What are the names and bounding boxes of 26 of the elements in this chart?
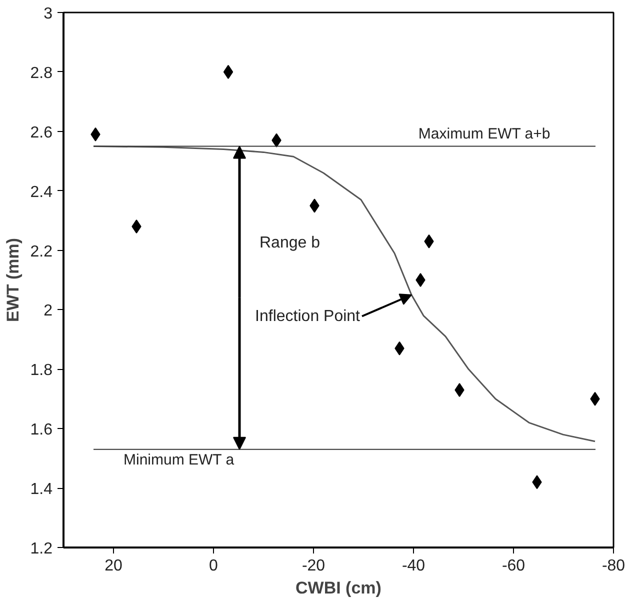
x-axis-title: CWBI (cm) xyxy=(296,578,382,598)
annotation: Inflection Point xyxy=(255,308,361,325)
y-tick-label: 1.6 xyxy=(30,422,53,439)
x-tick-label: -20 xyxy=(302,558,326,574)
line-series xyxy=(92,146,596,442)
y-tick-label: 2.2 xyxy=(30,243,53,260)
x-tick-label: 0 xyxy=(209,558,218,574)
annotation: Range b xyxy=(260,234,320,252)
y-axis-title: EWT (mm) xyxy=(3,238,22,322)
y-tick-label: 3 xyxy=(44,6,53,22)
ref-line-label: Maximum EWT a+b xyxy=(418,125,550,142)
y-tick-label: 2.8 xyxy=(30,64,53,82)
y-tick-label: 2 xyxy=(44,302,53,320)
point xyxy=(416,273,426,287)
point xyxy=(132,220,142,234)
point xyxy=(223,64,234,79)
y-tick-label: 1.4 xyxy=(30,481,53,498)
y-tick-label: 1.2 xyxy=(30,540,53,558)
y-tick-label: 1.8 xyxy=(30,362,53,380)
x-tick-label: 20 xyxy=(104,558,122,574)
x-tick-label: -80 xyxy=(602,558,626,574)
y-tick-label: 2.4 xyxy=(30,184,53,201)
ref-line-label: Minimum EWT a xyxy=(124,451,235,468)
x-tick-label: -60 xyxy=(502,558,526,574)
x-tick-label: -40 xyxy=(402,558,426,574)
y-tick-label: 2.6 xyxy=(30,124,53,142)
